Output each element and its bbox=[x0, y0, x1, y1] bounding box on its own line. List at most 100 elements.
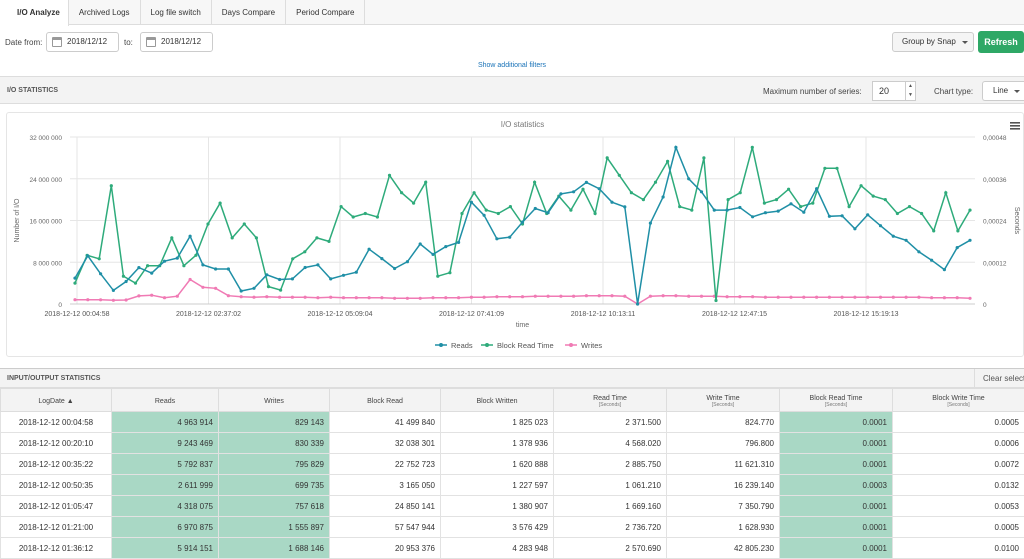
data-point-block-read-time bbox=[618, 174, 621, 177]
legend-item-reads[interactable]: Reads bbox=[435, 341, 473, 350]
tab-days-compare[interactable]: Days Compare bbox=[212, 0, 286, 25]
data-point-writes bbox=[674, 294, 677, 297]
table-cell: 830 339 bbox=[219, 433, 330, 454]
filters-bar: Date from: 2018/12/12 to: 2018/12/12 Gro… bbox=[0, 26, 1024, 76]
io-statistics-header: I/O STATISTICS Maximum number of series:… bbox=[0, 76, 1024, 104]
calendar-icon bbox=[52, 37, 62, 47]
date-from-value: 2018/12/12 bbox=[67, 37, 107, 46]
table-cell: 1 378 936 bbox=[441, 433, 554, 454]
tab-io-analyze[interactable]: I/O Analyze bbox=[0, 0, 69, 26]
data-point-block-read-time bbox=[799, 205, 802, 208]
data-point-block-read-time bbox=[509, 205, 512, 208]
data-point-block-read-time bbox=[581, 188, 584, 191]
stepper-icon[interactable]: ▲▼ bbox=[905, 82, 915, 100]
data-point-reads bbox=[726, 209, 729, 212]
x-tick-label: 2018-12-12 15:19:13 bbox=[834, 311, 899, 318]
data-point-reads bbox=[598, 187, 601, 190]
data-point-block-read-time bbox=[231, 236, 234, 239]
table-cell: 2018-12-12 01:36:12 bbox=[1, 538, 112, 559]
y-tick-right: 0,00036 bbox=[983, 177, 1007, 184]
group-by-select[interactable]: Group by Snap bbox=[892, 32, 974, 52]
data-point-writes bbox=[214, 287, 217, 290]
data-point-reads bbox=[163, 260, 166, 263]
data-point-writes bbox=[393, 297, 396, 300]
data-point-reads bbox=[291, 277, 294, 280]
table-cell: 2 736.720 bbox=[554, 517, 667, 538]
date-from-input[interactable]: 2018/12/12 bbox=[46, 32, 119, 52]
y-tick-left: 8 000 000 bbox=[33, 260, 62, 267]
data-point-block-read-time bbox=[364, 212, 367, 215]
data-point-reads bbox=[956, 246, 959, 249]
data-point-reads bbox=[483, 214, 486, 217]
data-point-writes bbox=[700, 295, 703, 298]
data-point-reads bbox=[866, 213, 869, 216]
data-point-writes bbox=[687, 295, 690, 298]
y-tick-left: 16 000 000 bbox=[29, 219, 62, 226]
tab-archived-logs[interactable]: Archived Logs bbox=[69, 0, 141, 25]
menu-icon-bar bbox=[1010, 122, 1020, 124]
data-point-reads bbox=[86, 254, 89, 257]
clear-selection-button[interactable]: Clear selection bbox=[974, 369, 1024, 389]
table-cell: 2018-12-12 01:21:00 bbox=[1, 517, 112, 538]
data-point-block-read-time bbox=[642, 198, 645, 201]
column-header-block-written[interactable]: Block Written bbox=[441, 389, 554, 412]
legend-item-block-read-time[interactable]: Block Read Time bbox=[481, 341, 554, 350]
data-point-writes bbox=[968, 297, 971, 300]
data-point-reads bbox=[623, 205, 626, 208]
data-point-block-read-time bbox=[823, 167, 826, 170]
io-table-title: INPUT/OUTPUT STATISTICS bbox=[7, 375, 100, 382]
data-point-reads bbox=[495, 237, 498, 240]
table-cell: 1 061.210 bbox=[554, 475, 667, 496]
chart-type-select[interactable]: Line bbox=[982, 81, 1024, 101]
column-header-block-read-time[interactable]: Block Read Time[Seconds] bbox=[780, 389, 893, 412]
data-point-block-read-time bbox=[424, 181, 427, 184]
column-header-reads[interactable]: Reads bbox=[112, 389, 219, 412]
data-point-reads bbox=[738, 206, 741, 209]
date-to-input[interactable]: 2018/12/12 bbox=[140, 32, 213, 52]
data-point-writes bbox=[598, 294, 601, 297]
table-cell: 3 165 050 bbox=[330, 475, 441, 496]
data-point-block-read-time bbox=[787, 188, 790, 191]
column-header-block-read[interactable]: Block Read bbox=[330, 389, 441, 412]
column-header-block-write-time[interactable]: Block Write Time[Seconds] bbox=[893, 389, 1024, 412]
column-header-logdate[interactable]: LogDate ▲ bbox=[1, 389, 112, 412]
data-point-block-read-time bbox=[751, 146, 754, 149]
data-point-writes bbox=[227, 294, 230, 297]
tab-log-file-switch[interactable]: Log file switch bbox=[141, 0, 212, 25]
show-additional-filters-link[interactable]: Show additional filters bbox=[0, 62, 1024, 69]
data-point-block-read-time bbox=[932, 229, 935, 232]
max-series-input[interactable]: 20 ▲▼ bbox=[872, 81, 916, 101]
refresh-button[interactable]: Refresh bbox=[978, 31, 1024, 53]
column-header-write-time[interactable]: Write Time[Seconds] bbox=[667, 389, 780, 412]
data-point-block-read-time bbox=[315, 236, 318, 239]
legend-item-writes[interactable]: Writes bbox=[565, 341, 602, 350]
data-point-reads bbox=[419, 242, 422, 245]
data-point-writes bbox=[777, 296, 780, 299]
data-point-writes bbox=[342, 296, 345, 299]
table-cell: 2018-12-12 00:50:35 bbox=[1, 475, 112, 496]
data-point-writes bbox=[201, 286, 204, 289]
data-point-block-read-time bbox=[110, 184, 113, 187]
tab-period-compare[interactable]: Period Compare bbox=[286, 0, 365, 25]
data-point-reads bbox=[777, 210, 780, 213]
io-table-header: INPUT/OUTPUT STATISTICS Clear selection bbox=[0, 368, 1024, 388]
data-point-writes bbox=[73, 298, 76, 301]
data-point-reads bbox=[636, 302, 639, 305]
menu-icon[interactable] bbox=[1010, 122, 1020, 130]
data-point-reads bbox=[316, 263, 319, 266]
data-point-block-read-time bbox=[606, 156, 609, 159]
column-header-writes[interactable]: Writes bbox=[219, 389, 330, 412]
data-point-block-read-time bbox=[811, 202, 814, 205]
table-cell: 824.770 bbox=[667, 412, 780, 433]
column-header-read-time[interactable]: Read Time[Seconds] bbox=[554, 389, 667, 412]
table-cell: 22 752 723 bbox=[330, 454, 441, 475]
legend-marker bbox=[569, 343, 573, 347]
